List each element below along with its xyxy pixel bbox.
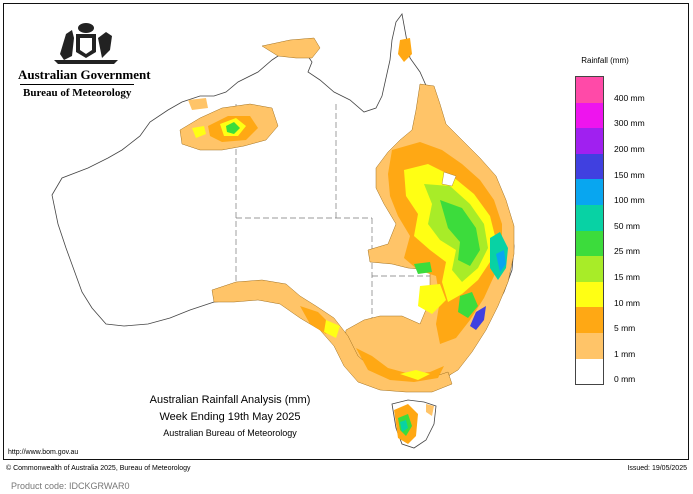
government-name: Australian Government bbox=[18, 67, 151, 82]
legend-swatch bbox=[576, 307, 603, 333]
legend-label: 150 mm bbox=[614, 169, 645, 180]
product-code: Product code: IDCKGRWAR0 bbox=[11, 481, 130, 491]
rainfall-tasmania bbox=[394, 404, 434, 444]
bureau-name: Bureau of Meteorology bbox=[23, 87, 132, 99]
rainfall-south bbox=[211, 279, 453, 393]
coat-of-arms-icon bbox=[54, 23, 118, 64]
rainfall-northwest bbox=[179, 103, 279, 151]
copyright-text: © Commonwealth of Australia 2025, Bureau… bbox=[6, 465, 191, 472]
legend-colorbar bbox=[575, 76, 604, 386]
rainfall-cape-york bbox=[398, 38, 412, 62]
map-source: Australian Bureau of Meteorology bbox=[163, 428, 297, 438]
rainfall-east bbox=[343, 83, 515, 389]
legend-label: 200 mm bbox=[614, 144, 645, 154]
bom-url-link[interactable]: http://www.bom.gov.au bbox=[8, 449, 79, 456]
legend-label: 25 mm bbox=[614, 246, 640, 257]
map-title: Australian Rainfall Analysis (mm) bbox=[149, 394, 311, 406]
legend-swatch bbox=[576, 102, 603, 129]
legend-swatch bbox=[576, 281, 603, 308]
legend-swatch bbox=[576, 358, 603, 385]
legend-swatch bbox=[576, 204, 603, 231]
legend-swatch bbox=[576, 179, 603, 205]
legend-label: 15 mm bbox=[614, 272, 640, 282]
legend-label: 10 mm bbox=[614, 297, 640, 308]
legend-label: 50 mm bbox=[614, 220, 640, 231]
issued-date: Issued: 19/05/2025 bbox=[627, 465, 687, 472]
legend-swatch bbox=[576, 332, 603, 359]
legend-swatch bbox=[576, 77, 603, 103]
legend-label: 1 mm bbox=[614, 348, 636, 359]
legend-label: 5 mm bbox=[614, 323, 636, 334]
rainfall-topend bbox=[261, 37, 321, 59]
legend-swatch bbox=[576, 153, 603, 180]
legend-label: 0 mm bbox=[614, 374, 636, 385]
legend-label: 400 mm bbox=[614, 92, 645, 103]
map-subtitle: Week Ending 19th May 2025 bbox=[159, 411, 301, 423]
legend-swatch bbox=[576, 256, 603, 282]
legend-label: 300 mm bbox=[614, 118, 645, 129]
legend-swatch bbox=[576, 230, 603, 257]
legend-label: 100 mm bbox=[614, 195, 645, 206]
legend-title: Rainfall (mm) bbox=[581, 56, 629, 65]
legend-swatch bbox=[576, 128, 603, 154]
government-divider bbox=[20, 84, 134, 85]
